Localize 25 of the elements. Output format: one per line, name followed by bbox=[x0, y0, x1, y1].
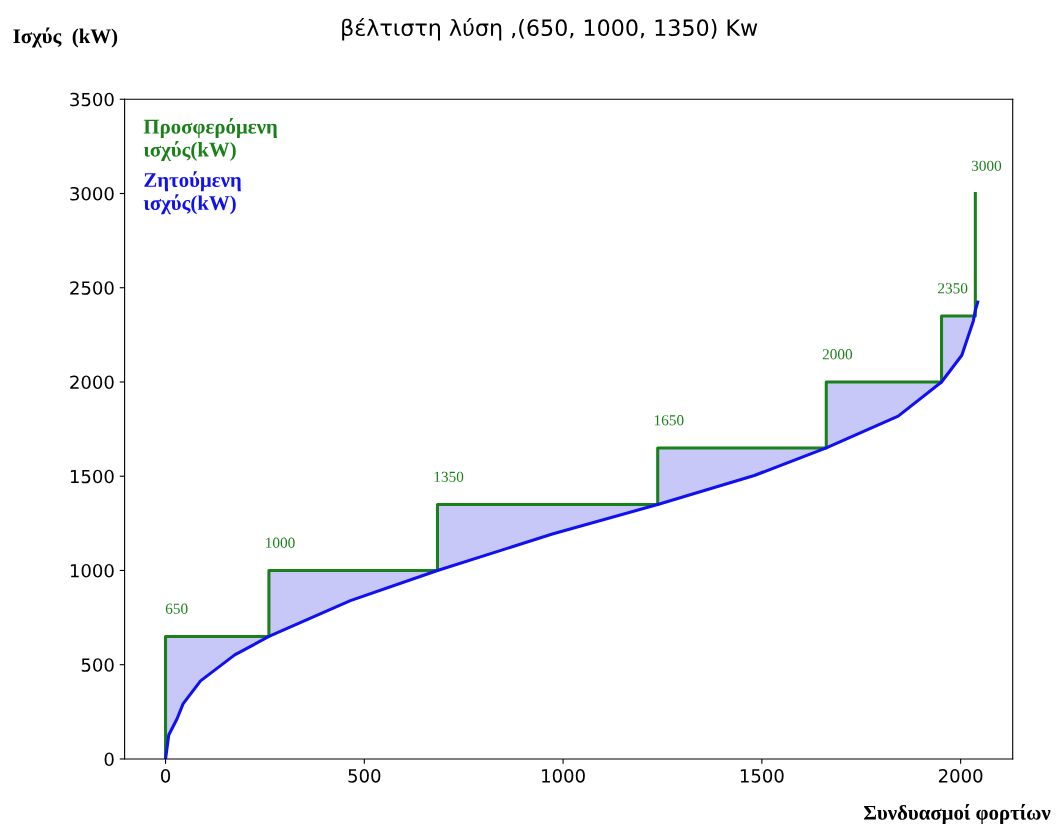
text: Ζητούμενη ισχύς(kW) bbox=[143, 171, 241, 215]
y-tick-label: 2500 bbox=[70, 281, 114, 295]
y-tick-label: 1000 bbox=[70, 563, 114, 578]
y-tick-label: 1500 bbox=[70, 469, 114, 484]
annotation: 1650 bbox=[654, 415, 684, 426]
y-tick-label: 2000 bbox=[70, 375, 114, 390]
x-tick-label: 1500 bbox=[740, 768, 784, 783]
annotation: 1000 bbox=[266, 537, 295, 548]
x-tick-label: 2000 bbox=[938, 768, 983, 783]
annotation: 2000 bbox=[822, 349, 853, 360]
y-tick-label: 0 bbox=[104, 752, 114, 767]
y-axis-title: Ισχύς (kW) bbox=[13, 27, 118, 48]
x-axis-title: Συνδυασμοί φορτίων bbox=[864, 804, 1051, 824]
y-tick-label: 3000 bbox=[70, 186, 114, 201]
annotation: 1350 bbox=[434, 471, 464, 482]
x-tick-label: 1000 bbox=[542, 768, 585, 783]
annotation: 3000 bbox=[971, 160, 1002, 171]
y-tick-label: 500 bbox=[81, 658, 114, 672]
x-tick-label: 0 bbox=[161, 768, 171, 783]
annotation: 650 bbox=[165, 603, 188, 614]
y-tick-label: 3500 bbox=[70, 92, 114, 107]
annotation: 2350 bbox=[938, 283, 968, 294]
text: Προσφερόμενη ισχύς(kW) bbox=[143, 118, 277, 161]
chart-title: βέλτιστη λύση ,(650, 1000, 1350) Kw bbox=[342, 17, 758, 41]
x-tick-label: 500 bbox=[348, 768, 381, 783]
